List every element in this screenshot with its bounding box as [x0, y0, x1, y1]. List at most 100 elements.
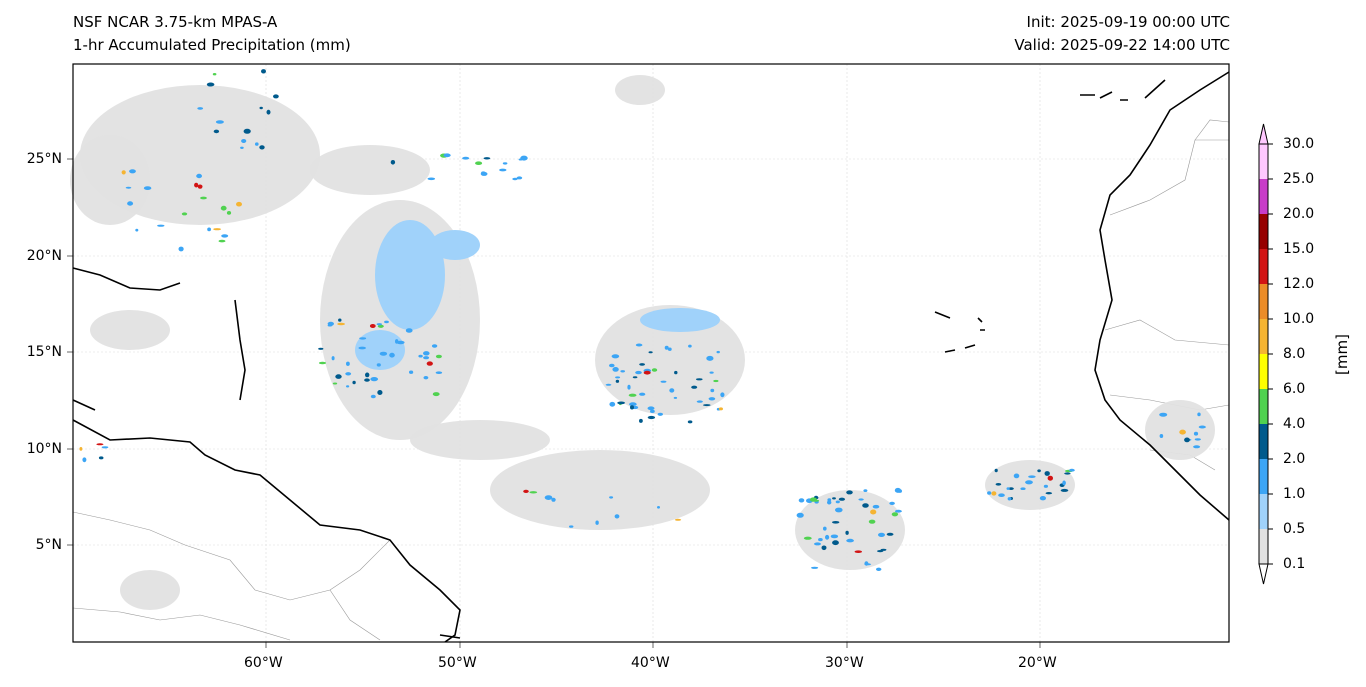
precip-cell [830, 534, 839, 539]
precip-cell [639, 392, 646, 396]
colorbar-segment [1259, 354, 1268, 389]
precip-cell [845, 530, 849, 535]
precip-cell [994, 468, 998, 473]
precip-cell [812, 499, 820, 502]
light-precip-area [70, 135, 150, 225]
lon-tick-label: 30°W [825, 655, 864, 671]
precip-cell [364, 378, 370, 382]
colorbar-min-arrow [1258, 563, 1269, 585]
precip-cell [569, 525, 574, 528]
precip-cell [337, 322, 345, 326]
precip-cell [696, 400, 703, 403]
precip-cell [377, 324, 384, 328]
precip-cell [1043, 484, 1048, 488]
precip-cell [614, 514, 620, 519]
light-precip-area [615, 75, 665, 105]
precip-cell [814, 542, 821, 546]
precip-cell [657, 412, 663, 416]
lat-tick-label: 25°N [26, 151, 62, 167]
precip-cell [706, 355, 714, 361]
precip-cell [864, 563, 872, 566]
colorbar-segment [1259, 214, 1268, 249]
precip-cell [376, 323, 382, 326]
precip-cell [695, 378, 703, 381]
precip-cell [241, 139, 247, 143]
lat-tick-label: 20°N [26, 248, 62, 264]
precip-cell [529, 491, 538, 494]
colorbar-tick-label: 6.0 [1283, 381, 1306, 397]
precip-cell [630, 405, 634, 410]
moderate-precip-area [430, 230, 480, 260]
lon-tick-label: 50°W [438, 655, 477, 671]
precip-cell [435, 371, 443, 375]
precip-cell [331, 356, 335, 361]
moderate-precip-area [375, 220, 445, 330]
precip-cell [825, 534, 830, 540]
precip-cell [266, 109, 271, 115]
precip-cell [651, 368, 658, 372]
precip-cell [346, 361, 350, 366]
precip-cell [798, 498, 805, 503]
precip-cell [838, 497, 846, 501]
light-precip-area [120, 570, 180, 610]
precip-cell [365, 372, 370, 378]
precip-cell [995, 483, 1002, 486]
precip-cell [197, 107, 204, 110]
precip-cell [720, 392, 725, 398]
colorbar-segment [1259, 144, 1268, 179]
precip-cell [894, 509, 902, 513]
precip-cell [718, 407, 724, 411]
precip-cell [243, 128, 251, 134]
precip-cell [657, 506, 660, 509]
colorbar-max-arrow [1258, 123, 1269, 145]
precip-cell [605, 383, 612, 386]
lon-tick-label: 40°W [631, 655, 670, 671]
lat-tick-label: 10°N [26, 441, 62, 457]
precip-cell [376, 363, 381, 367]
precip-cell [396, 340, 405, 345]
colorbar-tick-label: 20.0 [1283, 206, 1315, 222]
colorbar-tick-label: 8.0 [1283, 346, 1306, 362]
colorbar-tick-label: 30.0 [1283, 136, 1315, 152]
moderate-precip-area [355, 330, 405, 370]
coastlines [72, 71, 1230, 643]
colorbar-segment [1259, 284, 1268, 319]
precip-cell [273, 94, 279, 99]
precip-cell [1193, 445, 1201, 449]
colorbar-tick-label: 12.0 [1283, 276, 1315, 292]
precip-cell [627, 384, 631, 390]
precip-cell [178, 246, 184, 252]
precip-cell [660, 380, 667, 383]
precip-cell [1062, 480, 1066, 486]
precip-cell [259, 145, 265, 150]
precip-cell [1008, 487, 1014, 490]
precip-cell [220, 205, 227, 211]
colorbar-tick-label: 15.0 [1283, 241, 1315, 257]
precip-cell [1044, 471, 1050, 476]
precip-cell [1025, 480, 1033, 485]
precip-cell [379, 351, 388, 356]
precip-cell [370, 394, 376, 399]
precip-cell [832, 540, 839, 546]
precip-cell [615, 376, 621, 379]
precip-cell [236, 201, 242, 207]
precip-cell [352, 380, 356, 385]
precip-cell [846, 490, 853, 495]
precip-cell [635, 343, 643, 347]
precip-cell [609, 496, 614, 499]
precip-cell [432, 392, 440, 397]
precip-cell [796, 512, 804, 518]
precip-cell [803, 536, 812, 540]
precip-cell [632, 376, 638, 379]
lon-tick-label: 20°W [1018, 655, 1057, 671]
precip-cell [687, 420, 693, 424]
precip-cell [475, 161, 483, 165]
precip-cell [1020, 487, 1026, 491]
precip-cell [240, 146, 244, 149]
colorbar-segment [1259, 494, 1268, 529]
precip-cell [427, 177, 436, 181]
light-precip-area [310, 145, 430, 195]
valid-time: Valid: 2025-09-22 14:00 UTC [1014, 36, 1230, 54]
colorbar-tick-label: 1.0 [1283, 486, 1306, 502]
precip-cell [1045, 492, 1053, 495]
